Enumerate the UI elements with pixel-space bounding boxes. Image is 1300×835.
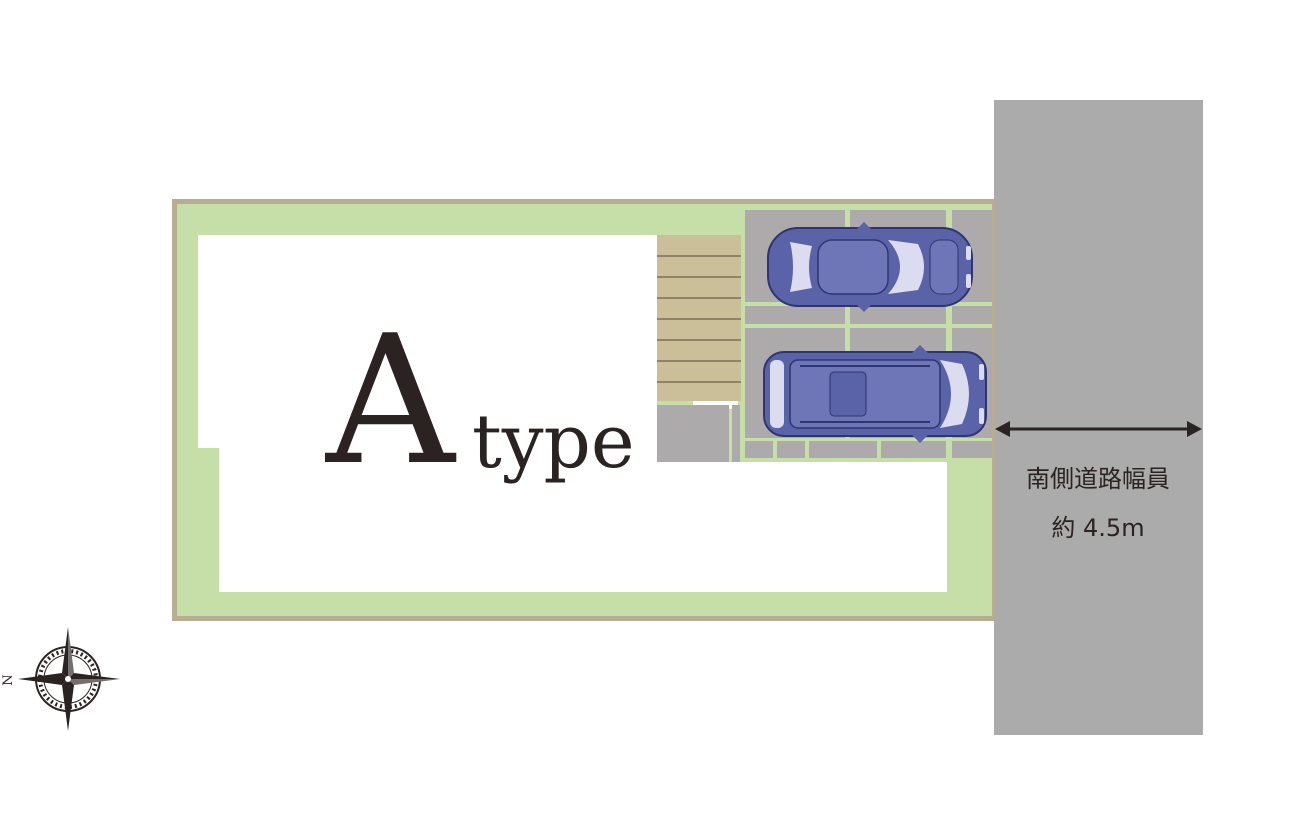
compass-rose: N [1, 627, 120, 731]
south-road [994, 100, 1203, 735]
type-word: type [472, 399, 635, 485]
compass-north-needle [62, 627, 74, 679]
road-width-label: 南側道路幅員 [1026, 465, 1170, 493]
road-width-arrow [995, 421, 1202, 437]
sedan-car [767, 222, 973, 312]
building-footprint [198, 235, 947, 592]
type-letter: A [324, 297, 457, 504]
minivan-car [763, 345, 987, 443]
compass-north-letter: N [1, 674, 16, 685]
road-width-value: 約 4.5m [1051, 514, 1144, 542]
wood-deck [657, 235, 741, 401]
